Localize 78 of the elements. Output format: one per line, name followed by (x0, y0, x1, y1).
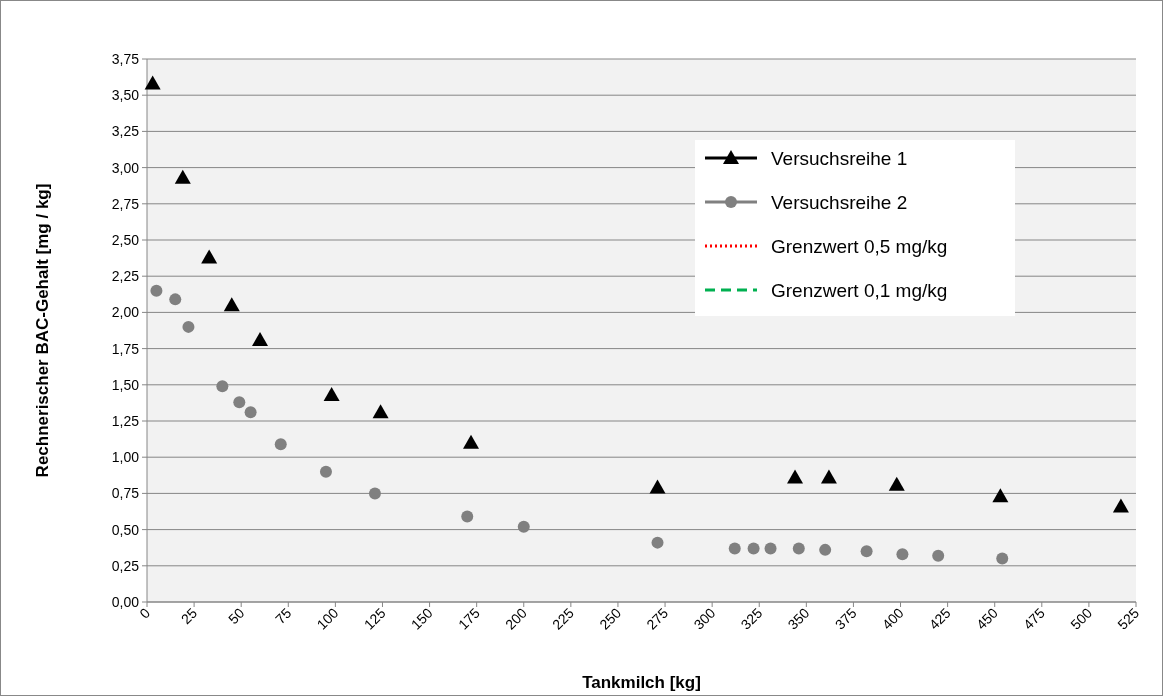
point (819, 543, 832, 556)
point (820, 469, 837, 484)
x-tick-label: 300 (690, 604, 719, 633)
y-tick-label: 3,00 (111, 159, 140, 176)
x-tick-label: 200 (502, 604, 531, 633)
x-tick-label: 400 (878, 604, 907, 633)
x-tick-label: 325 (737, 604, 766, 633)
legend-label: Grenzwert 0,1 mg/kg (771, 280, 948, 301)
x-tick-label: 275 (643, 604, 672, 633)
x-tick-label: 150 (407, 604, 436, 633)
y-tick-label: 1,25 (111, 413, 140, 429)
x-tick-label: 225 (549, 604, 578, 633)
point (517, 520, 530, 533)
point (216, 380, 229, 393)
point (860, 545, 873, 558)
x-tick-label: 125 (360, 604, 389, 633)
x-tick-label: 500 (1067, 604, 1096, 633)
y-axis-title: Rechnerischer BAC-Gehalt [mg / kg] (33, 183, 52, 478)
point (174, 169, 191, 184)
point (252, 331, 269, 346)
legend-label: Versuchsreihe 2 (771, 192, 908, 213)
point (372, 404, 389, 419)
x-tick-label: 475 (1020, 604, 1049, 633)
y-tick-label: 2,25 (111, 268, 140, 285)
y-tick-label: 3,50 (111, 87, 140, 104)
point (651, 536, 664, 549)
x-tick-label: 100 (313, 604, 342, 633)
x-tick-label: 375 (831, 604, 860, 633)
point (319, 465, 332, 478)
point (201, 249, 218, 264)
x-tick-label: 450 (973, 604, 1001, 633)
y-tick-label: 0,50 (111, 521, 140, 538)
y-tick-label: 1,75 (111, 340, 140, 357)
y-tick-label: 0,00 (111, 594, 140, 610)
x-tick-label: 350 (784, 604, 813, 633)
x-tick-label: 250 (596, 604, 625, 633)
x-tick-label: 25 (177, 604, 201, 628)
y-tick-label: 0,25 (111, 557, 140, 574)
point (787, 469, 804, 484)
x-axis-title: Tankmilch [kg] (582, 673, 701, 692)
point (150, 284, 163, 297)
x-tick-label: 50 (224, 604, 248, 628)
x-tick-label: 175 (454, 604, 483, 633)
point (728, 542, 741, 555)
point (888, 476, 905, 491)
point (244, 406, 257, 419)
x-tick-label: 75 (272, 604, 295, 628)
y-tick-label: 1,50 (111, 376, 140, 393)
point (233, 396, 246, 409)
point (996, 552, 1009, 565)
point (144, 75, 161, 90)
y-tick-label: 3,25 (111, 123, 140, 140)
point (747, 542, 760, 555)
y-tick-label: 3,75 (111, 51, 140, 67)
point (463, 434, 480, 449)
point (223, 297, 240, 312)
point (792, 542, 805, 555)
y-tick-label: 2,50 (111, 232, 140, 248)
x-tick-label: 525 (1114, 604, 1143, 633)
point (932, 549, 945, 562)
y-tick-label: 0,75 (111, 485, 140, 502)
point (182, 320, 195, 333)
point (896, 548, 909, 561)
point (1112, 498, 1129, 513)
point (274, 438, 287, 451)
y-tick-label: 2,75 (111, 195, 140, 212)
x-tick-label: 425 (925, 604, 954, 633)
point (992, 488, 1009, 503)
point (764, 542, 777, 555)
point (368, 487, 381, 500)
y-tick-label: 2,00 (111, 304, 140, 321)
legend-label: Grenzwert 0,5 mg/kg (771, 236, 948, 257)
point (169, 293, 182, 306)
legend-label: Versuchsreihe 1 (771, 148, 908, 169)
point (461, 510, 474, 523)
y-tick-label: 1,00 (111, 449, 140, 466)
point (323, 386, 340, 401)
point (649, 479, 666, 494)
